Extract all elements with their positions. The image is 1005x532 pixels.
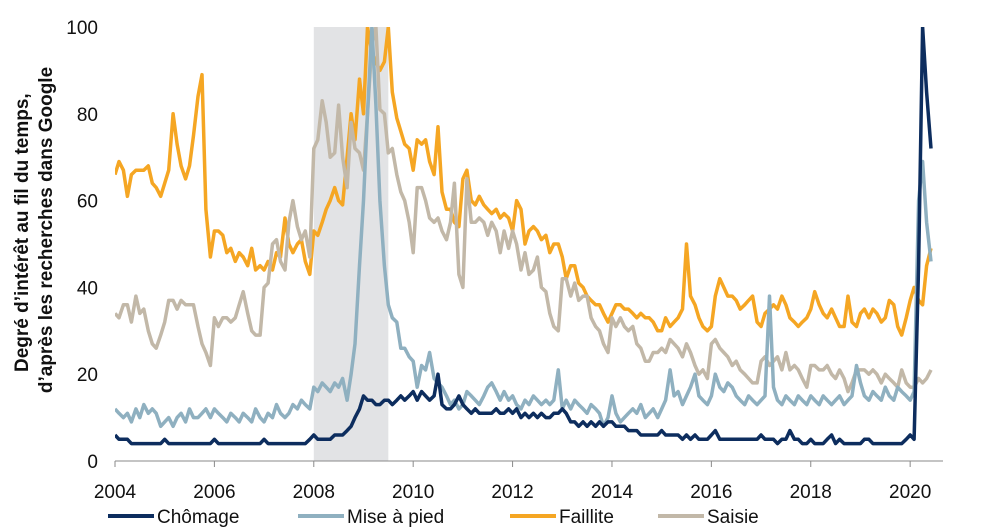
x-tick-label: 2012 [491,482,533,503]
y-axis-title: Degré d’intérêt au fil du temps, d’après… [12,67,57,393]
series-line-2 [115,27,933,429]
legend-label: Saisie [707,507,759,528]
y-tick-label: 100 [66,18,98,39]
series-line-1 [115,27,933,394]
series-line-0 [115,27,933,337]
shaded-period [313,27,389,461]
axes: 2004 2006 2008 2010 2012 2014 2016 2018 2020 020… [12,18,943,503]
series-layer [115,27,933,446]
y-axis-ticks: 0 20 40 60 80 100 [66,18,98,473]
y-axis-title-line-1: Degré d’intérêt au fil du temps, [12,93,33,372]
series-line-3 [115,27,933,446]
x-tick-label: 2016 [690,482,732,503]
x-tick-label: 2014 [591,482,634,503]
legend-label: Chômage [157,507,239,528]
x-axis-ticks: 2004 2006 2008 2010 2012 2014 2016 2018 2020 [94,461,931,503]
y-axis-title-line-2: d’après les recherches dans Google [36,67,57,393]
x-tick-label: 2006 [193,482,235,503]
y-tick-label: 80 [77,105,98,126]
x-tick-label: 2020 [889,482,931,503]
legend-label: Faillite [559,507,614,528]
x-tick-label: 2018 [790,482,832,503]
x-tick-label: 2004 [94,482,137,503]
x-tick-label: 2008 [293,482,335,503]
y-tick-label: 20 [77,365,98,386]
x-tick-label: 2010 [392,482,434,503]
y-tick-label: 0 [87,452,98,473]
legend: Chômage Mise à pied Faillite Saisie [108,507,759,528]
y-tick-label: 40 [77,278,98,299]
plot-area [115,27,933,461]
y-tick-label: 60 [77,192,98,213]
legend-label: Mise à pied [347,507,444,528]
